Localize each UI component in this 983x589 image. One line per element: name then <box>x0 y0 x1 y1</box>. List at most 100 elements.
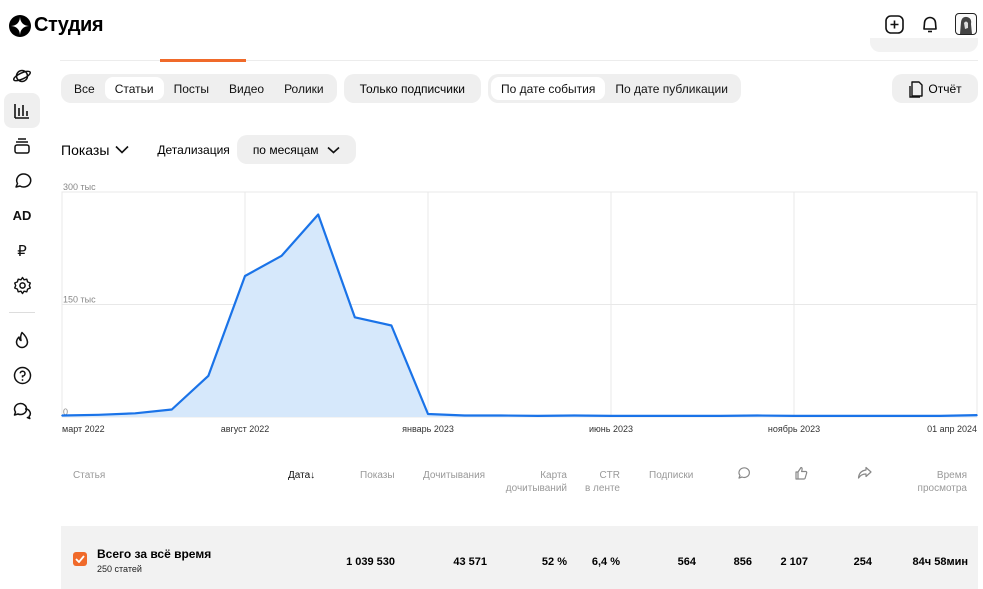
col-reads[interactable]: Дочитывания <box>423 470 486 481</box>
sidebar: AD ₽ <box>4 58 40 428</box>
studio-logo[interactable]: Студия <box>9 14 104 37</box>
data-point <box>390 324 393 327</box>
report-icon <box>909 80 924 98</box>
planet-icon <box>12 69 32 82</box>
sidebar-item-ads[interactable]: AD <box>4 198 40 233</box>
flame-icon <box>15 331 29 349</box>
sidebar-item-monetization[interactable]: ₽ <box>4 233 40 268</box>
y-tick-label: 150 тыс <box>63 295 96 305</box>
metric-selected-label: Показы <box>61 141 110 158</box>
total-impressions: 1 039 530 <box>346 556 395 568</box>
metric-controls: Показы Детализация по месяцам <box>61 135 356 164</box>
x-tick-label: 01 апр 2024 <box>927 424 977 434</box>
col-date-label: Дата <box>288 470 311 481</box>
chevron-down-icon <box>327 146 340 154</box>
table-header: Статья Дата↓ Показы Дочитывания Карта до… <box>61 466 978 506</box>
data-point <box>354 316 356 319</box>
create-icon[interactable] <box>883 13 905 35</box>
table-row-total[interactable]: Всего за всё время 250 статей 1 039 530 … <box>61 526 978 589</box>
comment-icon[interactable] <box>737 466 751 484</box>
data-point <box>427 413 429 415</box>
data-point <box>280 254 283 257</box>
col-ctr-line2: в ленте <box>584 483 620 494</box>
col-watch-time-line2: просмотра <box>917 483 967 494</box>
avatar[interactable] <box>955 13 977 35</box>
tab-video[interactable]: Видео <box>229 81 265 96</box>
data-point <box>97 413 100 416</box>
data-point <box>171 408 173 411</box>
zen-logo-icon <box>9 14 31 37</box>
total-reads: 43 571 <box>453 556 487 568</box>
report-button[interactable]: Отчёт <box>892 74 978 103</box>
check-icon <box>75 555 85 563</box>
header-divider <box>60 60 978 61</box>
sidebar-item-settings[interactable] <box>4 268 40 303</box>
data-point <box>500 414 503 417</box>
header-decoration <box>870 38 978 52</box>
sidebar-item-statistics[interactable] <box>4 93 40 128</box>
sidebar-item-help[interactable] <box>4 358 40 393</box>
filter-row: Все Статьи Посты Видео Ролики Только под… <box>61 74 741 103</box>
x-tick-label: август 2022 <box>221 424 270 434</box>
data-point <box>610 415 612 417</box>
share-icon[interactable] <box>857 466 872 484</box>
sort-arrow-icon: ↓ <box>310 470 316 481</box>
metric-dropdown[interactable]: Показы <box>61 142 129 158</box>
col-date[interactable]: Дата↓ <box>288 469 315 482</box>
tab-all[interactable]: Все <box>74 81 95 96</box>
subscribers-only-toggle[interactable]: Только подписчики <box>343 74 481 103</box>
data-point <box>537 415 539 417</box>
impressions-chart: 0 150 тыс 300 тыс март 2022 август 2022 январ… <box>61 182 978 434</box>
sidebar-item-trends[interactable] <box>4 323 40 358</box>
detail-value: по месяцам <box>252 142 319 157</box>
like-icon[interactable] <box>794 466 808 484</box>
x-tick-label: январь 2023 <box>402 424 454 434</box>
sidebar-item-publications[interactable] <box>4 128 40 163</box>
tab-by-publication-date[interactable]: По дате публикации <box>615 81 728 96</box>
y-tick-label: 300 тыс <box>63 182 96 192</box>
ad-icon: AD <box>12 208 32 223</box>
col-card-reads[interactable]: Карта дочитываний <box>504 469 567 495</box>
col-watch-time-line1: Время <box>936 470 967 481</box>
data-point <box>720 415 722 417</box>
gear-icon <box>13 276 31 295</box>
total-likes: 2 107 <box>780 556 808 568</box>
data-point <box>976 414 978 416</box>
active-section-indicator <box>160 59 246 62</box>
col-card-reads-line2: дочитываний <box>505 483 567 494</box>
help-icon <box>13 366 31 385</box>
total-shares: 254 <box>853 556 872 568</box>
tab-by-event-date[interactable]: По дате события <box>490 77 606 100</box>
data-point <box>573 414 576 417</box>
data-point <box>829 415 832 417</box>
detail-dropdown[interactable]: по месяцам <box>236 135 356 164</box>
total-comments: 856 <box>733 556 752 568</box>
data-point <box>134 412 136 415</box>
total-subtitle: 250 статей <box>97 564 142 574</box>
tab-articles[interactable]: Статьи <box>104 77 164 100</box>
col-watch-time[interactable]: Время просмотра <box>901 469 967 495</box>
content-type-tabs: Все Статьи Посты Видео Ролики <box>61 74 337 103</box>
col-ctr[interactable]: CTR в ленте <box>582 469 620 495</box>
col-impressions[interactable]: Показы <box>360 470 395 481</box>
data-point <box>646 415 649 417</box>
col-article[interactable]: Статья <box>73 470 106 481</box>
total-checkbox[interactable] <box>73 552 87 566</box>
tab-shorts[interactable]: Ролики <box>284 81 324 96</box>
total-card-reads: 52 % <box>541 556 567 568</box>
data-point <box>683 415 685 417</box>
y-tick-label: 0 <box>63 407 68 417</box>
col-subscriptions[interactable]: Подписки <box>649 470 694 481</box>
data-point <box>866 415 868 417</box>
sidebar-item-chat[interactable] <box>4 393 40 428</box>
total-ctr: 6,4 % <box>591 556 620 568</box>
notifications-bell-icon[interactable] <box>919 13 941 35</box>
data-point <box>61 414 63 417</box>
series-area <box>62 214 977 417</box>
total-watch-time: 84ч 58мин <box>912 556 968 568</box>
sidebar-item-planet[interactable] <box>4 58 40 93</box>
tab-posts[interactable]: Посты <box>173 81 209 96</box>
sidebar-item-comments[interactable] <box>4 163 40 198</box>
data-point <box>317 213 320 216</box>
comment-icon <box>14 173 31 188</box>
